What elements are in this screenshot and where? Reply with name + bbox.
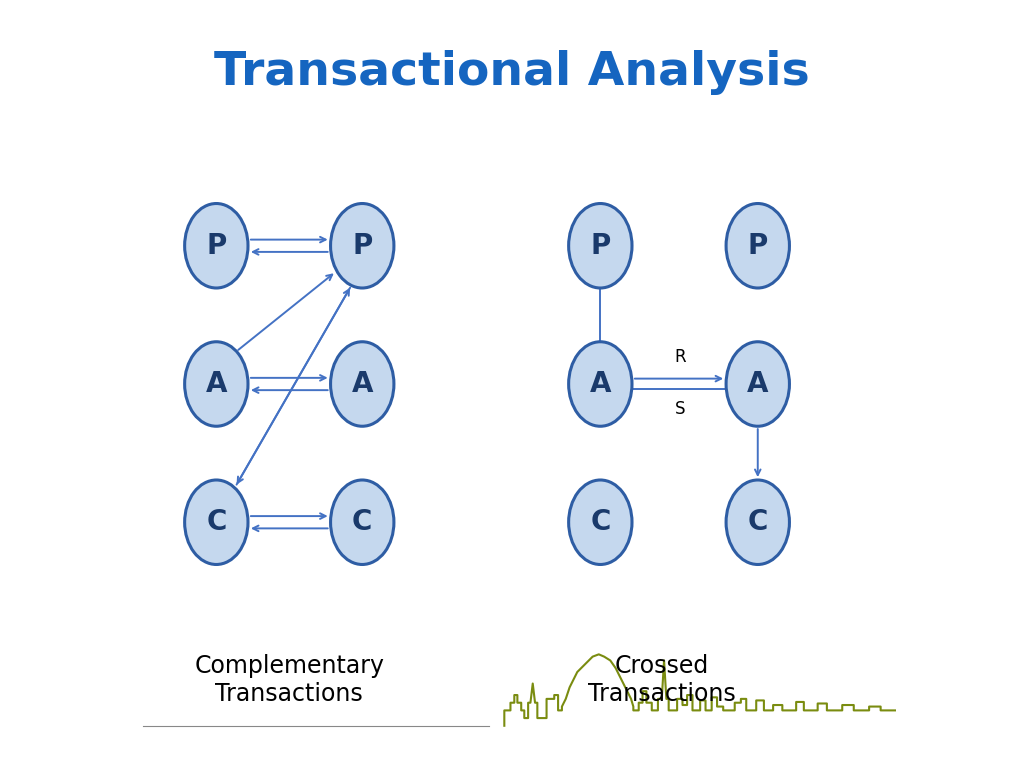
Ellipse shape	[568, 204, 632, 288]
Text: S: S	[675, 399, 685, 418]
Text: P: P	[590, 232, 610, 260]
Ellipse shape	[331, 204, 394, 288]
Text: C: C	[590, 508, 610, 536]
Ellipse shape	[184, 204, 248, 288]
Text: Complementary
Transactions: Complementary Transactions	[195, 654, 384, 706]
Ellipse shape	[726, 480, 790, 564]
Ellipse shape	[568, 342, 632, 426]
Ellipse shape	[184, 342, 248, 426]
Text: C: C	[206, 508, 226, 536]
Text: A: A	[748, 370, 768, 398]
Text: Crossed
Transactions: Crossed Transactions	[588, 654, 735, 706]
Text: P: P	[206, 232, 226, 260]
Ellipse shape	[726, 342, 790, 426]
Ellipse shape	[331, 342, 394, 426]
Text: Transactional Analysis: Transactional Analysis	[214, 51, 810, 95]
Text: R: R	[675, 348, 686, 366]
Text: C: C	[748, 508, 768, 536]
Text: P: P	[748, 232, 768, 260]
Ellipse shape	[184, 480, 248, 564]
Ellipse shape	[331, 480, 394, 564]
Text: A: A	[590, 370, 611, 398]
Ellipse shape	[726, 204, 790, 288]
Text: P: P	[352, 232, 373, 260]
Text: A: A	[351, 370, 373, 398]
Ellipse shape	[568, 480, 632, 564]
Text: C: C	[352, 508, 373, 536]
Text: A: A	[206, 370, 227, 398]
